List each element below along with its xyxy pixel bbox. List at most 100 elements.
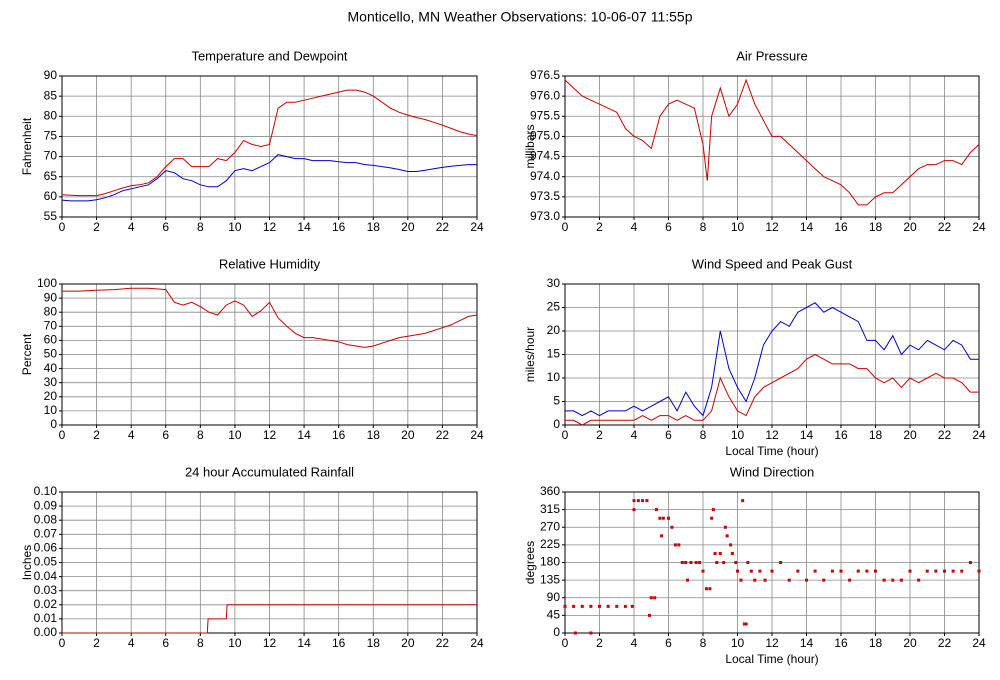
x-tick-label: 14	[800, 428, 814, 442]
x-tick-label: 2	[596, 428, 603, 442]
data-point	[746, 561, 750, 564]
data-point	[694, 561, 698, 564]
y-tick-label: 0.00	[34, 625, 58, 639]
x-tick-label: 0	[59, 428, 66, 442]
data-point	[660, 534, 664, 538]
x-tick-label: 22	[938, 636, 952, 650]
y-tick-label: 10	[44, 403, 58, 417]
data-point	[701, 569, 705, 573]
y-tick-label: 270	[540, 519, 560, 533]
y-tick-label: 0.06	[34, 541, 58, 555]
data-point	[943, 569, 946, 573]
x-tick-label: 8	[197, 220, 204, 234]
x-tick-label: 16	[332, 428, 346, 442]
y-tick-label: 60	[44, 189, 58, 203]
x-tick-label: 6	[665, 220, 672, 234]
data-point	[623, 604, 627, 608]
x-tick-label: 18	[869, 428, 883, 442]
y-axis-label: millibars	[523, 124, 537, 168]
panel-title: Temperature and Dewpoint	[191, 48, 347, 63]
data-line	[61, 89, 478, 197]
page-title: Monticello, MN Weather Observations: 10-…	[348, 9, 693, 25]
y-tick-label: 0.01	[34, 611, 58, 625]
y-tick-label: 0.09	[34, 498, 58, 512]
y-tick-label: 20	[547, 323, 561, 337]
panel-title: 24 hour Accumulated Rainfall	[185, 464, 354, 479]
x-tick-label: 14	[800, 220, 814, 234]
data-point	[589, 604, 593, 608]
data-point	[874, 569, 877, 573]
x-tick-label: 18	[869, 636, 883, 650]
x-tick-label: 16	[332, 220, 346, 234]
x-tick-label: 20	[401, 636, 415, 650]
data-point	[839, 569, 843, 573]
panel-title: Wind Direction	[730, 464, 815, 479]
data-point	[645, 499, 649, 503]
data-point	[908, 569, 912, 573]
data-point	[742, 622, 746, 626]
data-point	[580, 604, 584, 608]
y-tick-label: 20	[44, 389, 58, 403]
x-tick-label: 12	[263, 636, 277, 650]
y-tick-label: 65	[44, 169, 58, 183]
x-tick-label: 6	[665, 636, 672, 650]
data-point	[598, 604, 601, 608]
plot-frame	[61, 491, 478, 634]
x-tick-label: 4	[128, 428, 135, 442]
y-tick-label: 180	[540, 555, 560, 569]
x-tick-label: 18	[367, 636, 381, 650]
x-tick-label: 6	[162, 636, 169, 650]
y-tick-label: 40	[44, 361, 58, 375]
y-tick-label: 0.02	[34, 597, 58, 611]
y-tick-label: 50	[44, 347, 58, 361]
data-point	[684, 561, 688, 564]
data-point	[730, 551, 734, 555]
data-point	[787, 578, 791, 582]
data-point	[856, 569, 860, 573]
data-point	[573, 631, 577, 635]
data-point	[848, 578, 852, 582]
data-point	[822, 578, 826, 582]
y-tick-label: 25	[547, 300, 561, 314]
x-tick-label: 20	[401, 220, 415, 234]
data-point	[713, 551, 717, 555]
x-tick-label: 16	[834, 428, 848, 442]
y-tick-label: 55	[44, 209, 58, 223]
x-tick-label: 22	[938, 428, 952, 442]
y-axis-label: Fahrenheit	[20, 117, 34, 175]
y-tick-label: 976.5	[530, 68, 560, 82]
data-point	[615, 604, 619, 608]
data-point	[753, 578, 757, 582]
x-tick-label: 12	[263, 428, 277, 442]
data-point	[779, 561, 783, 564]
data-point	[661, 516, 665, 520]
data-point	[673, 543, 677, 547]
data-point	[749, 569, 753, 573]
y-tick-label: 5	[553, 394, 560, 408]
y-tick-label: 975.0	[530, 129, 560, 143]
x-tick-label: 18	[869, 220, 883, 234]
y-tick-label: 80	[44, 304, 58, 318]
y-tick-label: 90	[44, 68, 58, 82]
y-axis-label: miles/hour	[523, 327, 537, 382]
x-tick-label: 24	[972, 428, 986, 442]
data-point	[606, 604, 610, 608]
x-tick-label: 6	[162, 220, 169, 234]
y-tick-label: 0	[50, 417, 57, 431]
x-tick-label: 22	[436, 220, 450, 234]
x-tick-label: 4	[128, 636, 135, 650]
data-point	[882, 578, 886, 582]
y-tick-label: 315	[540, 502, 560, 516]
x-tick-label: 20	[903, 220, 917, 234]
y-tick-label: 70	[44, 149, 58, 163]
data-point	[708, 587, 712, 591]
data-point	[689, 561, 693, 564]
x-tick-label: 24	[470, 428, 484, 442]
x-tick-label: 0	[59, 220, 66, 234]
y-tick-label: 45	[547, 608, 561, 622]
data-line	[61, 154, 477, 202]
data-point	[925, 569, 929, 573]
data-point	[653, 596, 657, 600]
data-point	[934, 569, 938, 573]
data-point	[744, 622, 748, 626]
